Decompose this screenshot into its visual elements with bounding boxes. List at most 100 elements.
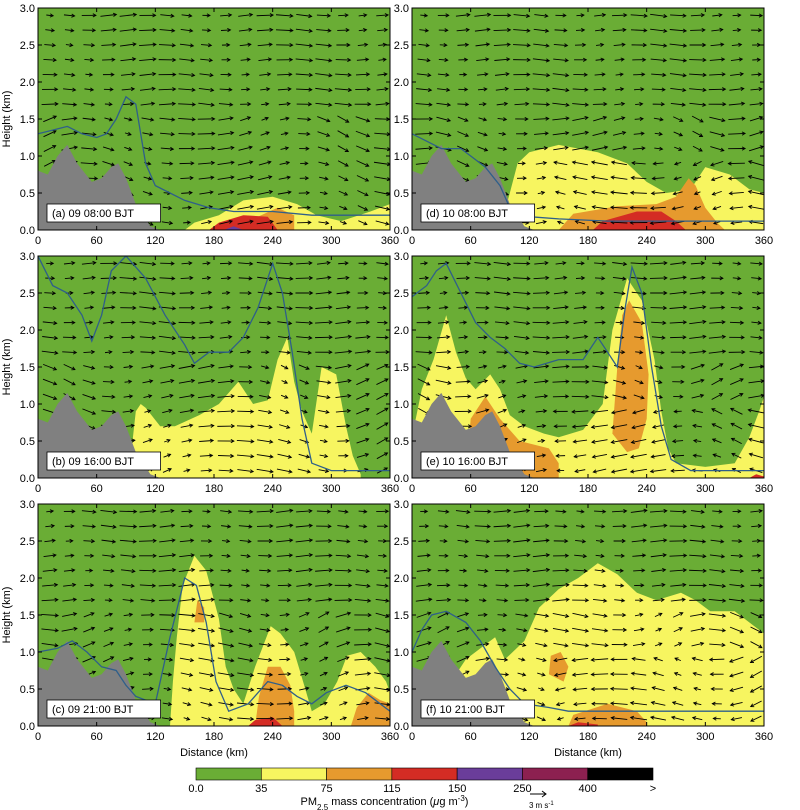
wind-arrowhead <box>526 321 531 326</box>
wind-arrow <box>82 641 95 648</box>
wind-arrowhead <box>503 598 509 603</box>
x-tick-label: 360 <box>755 483 773 495</box>
wind-arrowhead <box>721 305 726 310</box>
wind-arrowhead <box>540 190 546 195</box>
colorbar-level-label: 250 <box>513 783 531 795</box>
wind-arrowhead <box>651 686 656 691</box>
wind-arrowhead <box>641 642 646 647</box>
wind-arrowhead <box>365 393 370 397</box>
wind-arrowhead <box>269 219 274 224</box>
wind-arrowhead <box>211 146 216 151</box>
wind-arrowhead <box>209 453 214 458</box>
wind-arrow <box>256 14 274 17</box>
wind-arrowhead <box>700 626 706 632</box>
wind-arrow <box>498 394 506 399</box>
wind-arrow <box>256 687 273 691</box>
wind-arrow <box>572 425 588 428</box>
wind-arrowhead <box>522 176 527 181</box>
wind-arrowhead <box>639 116 644 121</box>
wind-arrowhead <box>322 686 328 691</box>
wind-arrow <box>259 628 270 631</box>
wind-arrow <box>495 336 509 339</box>
wind-arrow <box>63 378 76 386</box>
wind-arrow <box>631 291 647 295</box>
wind-arrowhead <box>305 612 310 616</box>
wind-arrowhead <box>171 553 177 558</box>
wind-arrowhead <box>229 628 234 633</box>
wind-arrow <box>670 102 686 106</box>
wind-arrow <box>554 277 567 280</box>
wind-arrowhead <box>172 568 177 573</box>
colorbar-level-label: 115 <box>383 783 401 795</box>
wind-arrow <box>102 554 115 557</box>
wind-arrowhead <box>682 290 688 295</box>
wind-arrow <box>713 221 721 225</box>
wind-arrow <box>435 365 451 369</box>
wind-arrow <box>553 657 568 662</box>
wind-arrow <box>553 642 568 647</box>
wind-arrow <box>43 554 56 558</box>
wind-arrow <box>611 221 628 224</box>
wind-arrowhead <box>344 509 349 514</box>
wind-arrowhead <box>109 364 114 370</box>
wind-arrow <box>709 116 725 122</box>
wind-arrowhead <box>502 394 507 399</box>
wind-arrow <box>62 598 77 602</box>
wind-arrowhead <box>445 568 450 573</box>
wind-arrow <box>102 146 114 151</box>
wind-arrowhead <box>660 102 666 107</box>
wind-arrow <box>494 321 509 324</box>
wind-arrow <box>280 132 288 136</box>
wind-arrow <box>537 672 546 676</box>
wind-arrow <box>728 102 745 106</box>
wind-arrowhead <box>308 261 313 266</box>
wind-arrow <box>710 160 724 166</box>
wind-arrowhead <box>249 394 254 399</box>
wind-arrow <box>513 584 530 587</box>
wind-arrow <box>532 103 550 106</box>
wind-arrow <box>61 117 77 121</box>
wind-arrowhead <box>663 260 668 266</box>
wind-arrowhead <box>621 538 626 544</box>
wind-arrowhead <box>366 686 371 691</box>
wind-arrowhead <box>347 363 352 369</box>
wind-arrow <box>200 58 213 61</box>
colorbar-label-part: μ <box>432 796 439 808</box>
wind-arrowhead <box>620 598 626 603</box>
wind-arrow <box>101 44 116 46</box>
wind-arrowhead <box>565 116 570 121</box>
wind-arrow <box>338 175 348 181</box>
wind-arrowhead <box>289 716 294 721</box>
wind-arrow <box>709 554 725 558</box>
wind-arrow <box>375 103 389 106</box>
wind-arrowhead <box>462 568 468 573</box>
wind-arrowhead <box>659 146 664 151</box>
wind-arrowhead <box>427 641 432 646</box>
wind-arrowhead <box>208 702 213 707</box>
wind-arrow <box>728 598 745 602</box>
wind-arrow <box>435 131 451 137</box>
wind-arrowhead <box>346 554 352 559</box>
wind-arrowhead <box>649 206 655 211</box>
wind-arrow <box>200 469 212 472</box>
wind-arrowhead <box>464 612 470 617</box>
wind-arrowhead <box>167 423 172 428</box>
x-tick-label: 120 <box>520 483 538 495</box>
wind-arrowhead <box>503 437 508 442</box>
wind-arrowhead <box>209 73 214 78</box>
wind-arrowhead <box>571 424 577 429</box>
y-tick-label: 1.5 <box>20 610 35 622</box>
wind-arrow <box>198 584 214 587</box>
wind-arrow <box>42 321 57 324</box>
wind-arrow <box>689 539 706 543</box>
wind-arrowhead <box>71 261 76 266</box>
wind-arrow <box>594 14 606 17</box>
x-tick-label: 240 <box>263 235 281 247</box>
wind-arrow <box>104 117 113 121</box>
wind-arrowhead <box>580 261 585 266</box>
wind-arrowhead <box>446 349 452 355</box>
wind-arrow <box>532 351 550 354</box>
panel-label: (d) 10 08:00 BJT <box>426 208 508 220</box>
wind-arrowhead <box>642 291 647 296</box>
wind-arrowhead <box>484 568 489 573</box>
